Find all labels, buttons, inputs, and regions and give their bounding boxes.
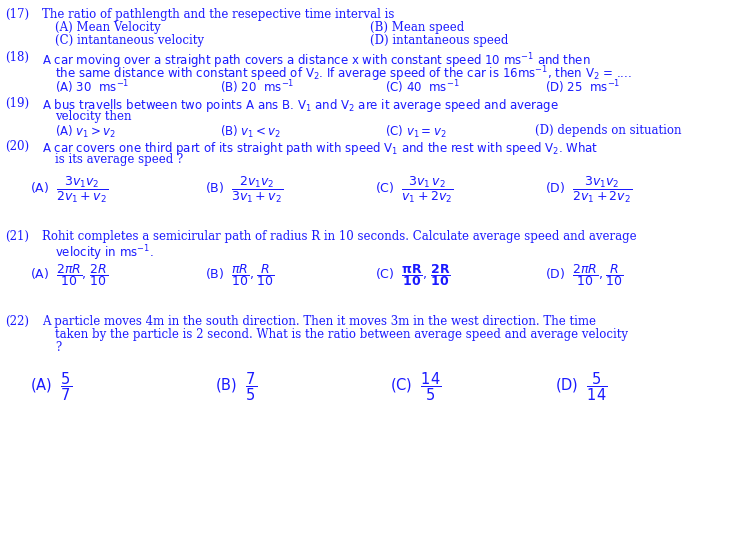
Text: The ratio of pathlength and the resepective time interval is: The ratio of pathlength and the resepect…	[42, 8, 394, 21]
Text: velocity in ms$^{-1}$.: velocity in ms$^{-1}$.	[55, 243, 154, 263]
Text: taken by the particle is 2 second. What is the ratio between average speed and a: taken by the particle is 2 second. What …	[55, 328, 628, 341]
Text: ?: ?	[55, 341, 62, 354]
Text: (D)  $\dfrac{5}{14}$: (D) $\dfrac{5}{14}$	[555, 370, 608, 403]
Text: (D)  $\dfrac{2\pi R}{10}$, $\dfrac{R}{10}$: (D) $\dfrac{2\pi R}{10}$, $\dfrac{R}{10}…	[545, 262, 624, 288]
Text: (C) $v_1 = v_2$: (C) $v_1 = v_2$	[385, 124, 446, 140]
Text: (D) 25  ms$^{-1}$: (D) 25 ms$^{-1}$	[545, 78, 620, 96]
Text: (A) Mean Velocity: (A) Mean Velocity	[55, 21, 161, 34]
Text: (B)  $\dfrac{2v_1v_2}{3v_1 + v_2}$: (B) $\dfrac{2v_1v_2}{3v_1 + v_2}$	[205, 175, 283, 205]
Text: A car covers one third part of its straight path with speed V$_1$ and the rest w: A car covers one third part of its strai…	[42, 140, 599, 157]
Text: (A) $v_1 > v_2$: (A) $v_1 > v_2$	[55, 124, 116, 140]
Text: (C)  $\dfrac{14}{5}$: (C) $\dfrac{14}{5}$	[390, 370, 442, 403]
Text: (17): (17)	[5, 8, 29, 21]
Text: (C)  $\dfrac{3v_1\,v_2}{v_1 + 2v_2}$: (C) $\dfrac{3v_1\,v_2}{v_1 + 2v_2}$	[375, 175, 454, 205]
Text: (C)  $\mathbf{\dfrac{\pi R}{10}}$, $\mathbf{\dfrac{2R}{10}}$: (C) $\mathbf{\dfrac{\pi R}{10}}$, $\math…	[375, 262, 451, 288]
Text: velocity then: velocity then	[55, 110, 131, 123]
Text: (D) intantaneous speed: (D) intantaneous speed	[370, 34, 508, 47]
Text: A particle moves 4m in the south direction. Then it moves 3m in the west directi: A particle moves 4m in the south directi…	[42, 315, 596, 328]
Text: (B) 20  ms$^{-1}$: (B) 20 ms$^{-1}$	[220, 78, 294, 96]
Text: (18): (18)	[5, 51, 29, 64]
Text: (A)  $\dfrac{3v_1v_2}{2v_1 + v_2}$: (A) $\dfrac{3v_1v_2}{2v_1 + v_2}$	[30, 175, 108, 205]
Text: (D) depends on situation: (D) depends on situation	[535, 124, 681, 137]
Text: (20): (20)	[5, 140, 29, 153]
Text: (A)  $\dfrac{2\pi R}{10}$, $\dfrac{2R}{10}$: (A) $\dfrac{2\pi R}{10}$, $\dfrac{2R}{10…	[30, 262, 109, 288]
Text: (B)  $\dfrac{7}{5}$: (B) $\dfrac{7}{5}$	[215, 370, 257, 403]
Text: (A)  $\dfrac{5}{7}$: (A) $\dfrac{5}{7}$	[30, 370, 72, 403]
Text: (19): (19)	[5, 97, 29, 110]
Text: (B) $v_1 < v_2$: (B) $v_1 < v_2$	[220, 124, 282, 140]
Text: (22): (22)	[5, 315, 29, 328]
Text: (21): (21)	[5, 230, 29, 243]
Text: Rohit completes a semicirular path of radius R in 10 seconds. Calculate average : Rohit completes a semicirular path of ra…	[42, 230, 637, 243]
Text: the same distance with constant speed of V$_2$. If average speed of the car is 1: the same distance with constant speed of…	[55, 64, 632, 84]
Text: (C) intantaneous velocity: (C) intantaneous velocity	[55, 34, 204, 47]
Text: is its average speed ?: is its average speed ?	[55, 153, 183, 166]
Text: (B) Mean speed: (B) Mean speed	[370, 21, 464, 34]
Text: A bus travells between two points A ans B. V$_1$ and V$_2$ are it average speed : A bus travells between two points A ans …	[42, 97, 559, 114]
Text: (B)  $\dfrac{\pi R}{10}$, $\dfrac{R}{10}$: (B) $\dfrac{\pi R}{10}$, $\dfrac{R}{10}$	[205, 262, 275, 288]
Text: (D)  $\dfrac{3v_1v_2}{2v_1 + 2v_2}$: (D) $\dfrac{3v_1v_2}{2v_1 + 2v_2}$	[545, 175, 632, 205]
Text: A car moving over a straight path covers a distance x with constant speed 10 ms$: A car moving over a straight path covers…	[42, 51, 591, 71]
Text: (C) 40  ms$^{-1}$: (C) 40 ms$^{-1}$	[385, 78, 460, 96]
Text: (A) 30  ms$^{-1}$: (A) 30 ms$^{-1}$	[55, 78, 129, 96]
